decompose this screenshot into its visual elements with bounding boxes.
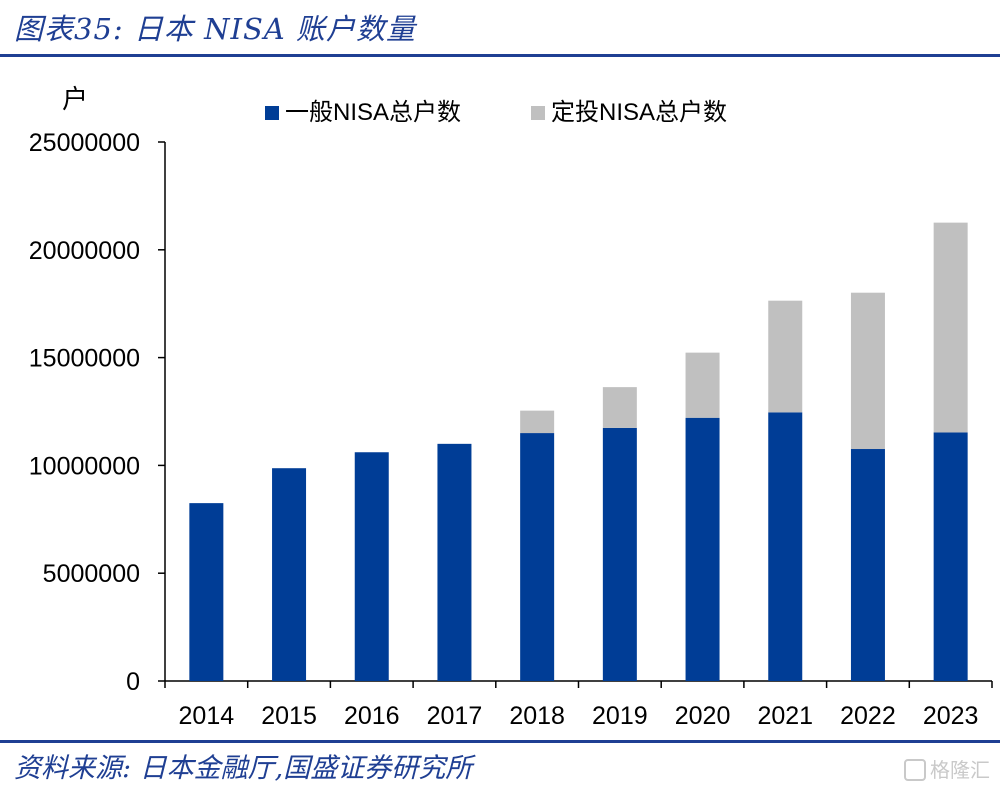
bars [189, 222, 968, 681]
bar-general-2021 [768, 412, 803, 681]
y-tick-label: 10000000 [29, 452, 140, 480]
x-axis: 2014 2015 2016 2017 2018 2019 2020 2021 2022 2023 [164, 680, 993, 730]
watermark-text: 格隆汇 [930, 758, 990, 782]
bar-tsumitate-2021 [768, 300, 803, 413]
y-unit-label: 户 [62, 84, 88, 114]
legend-swatch-tsumitate [531, 106, 545, 120]
x-tick-label: 2016 [344, 702, 400, 730]
bar-tsumitate-2020 [685, 352, 720, 418]
watermark: 格隆汇 [904, 754, 990, 783]
bar-tsumitate-2022 [850, 292, 885, 450]
bar-general-2019 [602, 427, 637, 681]
bar-general-2014 [189, 503, 224, 681]
bar-general-2017 [437, 443, 472, 681]
y-tick-label: 0 [126, 668, 140, 696]
source-note: 资料来源: 日本金融厅,国盛证券研究所 [14, 753, 473, 784]
figure-title: 图表35: 日本 NISA 账户数量 [14, 12, 416, 46]
bar-tsumitate-2023 [933, 222, 968, 433]
watermark-logo-icon [904, 759, 926, 781]
legend-label-tsumitate: 定投NISA总户数 [551, 99, 727, 126]
bar-general-2015 [272, 468, 307, 681]
legend-label-general: 一般NISA总户数 [285, 99, 461, 126]
bar-tsumitate-2018 [520, 410, 555, 434]
bar-general-2023 [933, 432, 968, 681]
y-tick-label: 15000000 [29, 345, 140, 373]
y-tick-label: 5000000 [43, 560, 140, 588]
bar-general-2018 [520, 433, 555, 681]
x-tick-label: 2020 [675, 702, 731, 730]
x-tick-label: 2019 [592, 702, 648, 730]
x-tick-label: 2015 [261, 702, 317, 730]
top-rule [0, 54, 1000, 57]
bottom-rule [0, 740, 1000, 743]
legend: 一般NISA总户数 定投NISA总户数 [265, 99, 727, 126]
x-tick-label: 2014 [179, 702, 235, 730]
x-tick-label: 2017 [427, 702, 483, 730]
x-tick-label: 2021 [757, 702, 813, 730]
bar-general-2016 [354, 452, 389, 681]
bar-general-2022 [850, 449, 885, 681]
y-axis: 0 5000000 10000000 15000000 20000000 25000000 [29, 129, 166, 696]
bar-tsumitate-2019 [602, 387, 637, 428]
y-tick-label: 25000000 [29, 129, 140, 157]
nisa-accounts-chart: 户 一般NISA总户数 定投NISA总户数 0 5000000 10000000 15… [29, 84, 993, 730]
bar-general-2020 [685, 417, 720, 681]
x-tick-label: 2018 [509, 702, 565, 730]
x-tick-label: 2023 [923, 702, 979, 730]
x-tick-label: 2022 [840, 702, 896, 730]
y-tick-label: 20000000 [29, 237, 140, 265]
legend-swatch-general [265, 106, 279, 120]
